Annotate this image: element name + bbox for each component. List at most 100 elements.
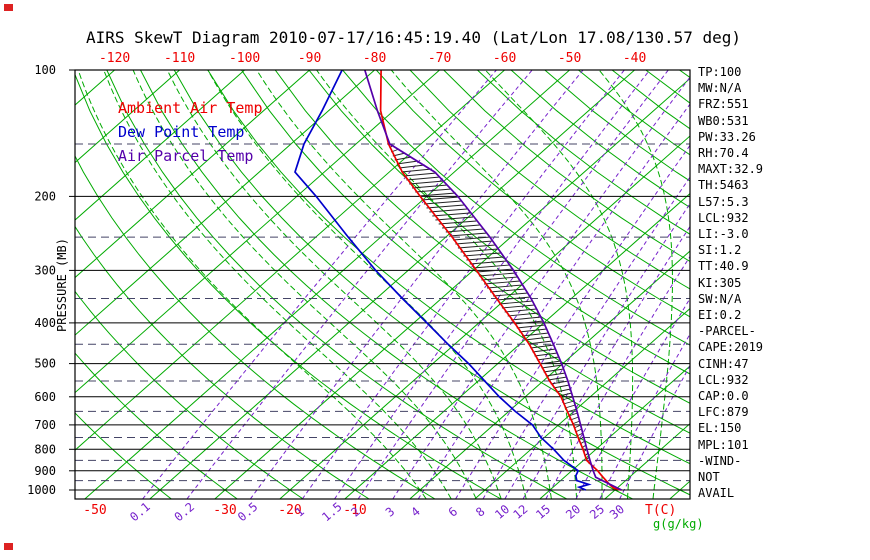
hatch-line: [415, 188, 452, 193]
hatch-line: [499, 300, 533, 305]
stat-line: CAP:0.0: [698, 389, 749, 404]
hatch-line: [435, 216, 474, 221]
curve-ambient-air-temp: [379, 70, 622, 491]
hatch-line: [561, 396, 574, 401]
hatch-line: [534, 352, 558, 357]
hatch-line: [507, 312, 539, 317]
mixing-ratio-line: [249, 70, 584, 499]
pressure-axis-title: PRESSURE (MB): [55, 238, 69, 332]
curve-dew-point-temp: [294, 70, 592, 491]
moist-adiabat-line: [103, 70, 452, 499]
dry-adiabat-line: [477, 70, 690, 235]
plot-frame: [74, 69, 691, 500]
hatch-line: [442, 224, 480, 229]
stat-line: L57:5.3: [698, 194, 749, 209]
top-axis-label: -90: [298, 51, 321, 66]
top-axis-label: -40: [623, 51, 646, 66]
mixing-ratio-label: 0.1: [127, 500, 153, 525]
stat-line: MAXT:32.9: [698, 162, 764, 177]
moist-adiabat-line: [484, 70, 634, 499]
hatch-line: [514, 320, 544, 325]
pressure-tick-label: 500: [34, 357, 56, 371]
stat-line: NOT: [698, 470, 720, 485]
stat-line: TT:40.9: [698, 259, 749, 274]
hatch-line: [543, 368, 564, 373]
mixing-ratio-label: 8: [473, 504, 488, 519]
hatch-line: [460, 248, 499, 253]
moist-adiabat-line: [207, 70, 527, 499]
cape-hatch: [389, 144, 591, 465]
hatch-line: [486, 284, 523, 289]
mixing-ratio-label: 3: [383, 504, 398, 519]
mixing-ratio-label: 25: [587, 502, 607, 522]
mixing-ratio-line: [142, 70, 497, 499]
hatch-line: [556, 388, 571, 393]
top-axis-labels: -120 -110 -100 -90 -80 -70 -60 -50 -40: [99, 51, 646, 66]
hatch-line: [403, 172, 437, 177]
dry-adiabat-line: [75, 412, 172, 499]
isotherm-line: [604, 422, 690, 499]
hatch-line: [396, 160, 419, 165]
hatch-line: [519, 328, 547, 333]
mixing-ratio-line: [455, 144, 690, 499]
hatch-line: [457, 244, 496, 249]
pressure-tick-label: 900: [34, 464, 56, 478]
plot-area: [75, 70, 690, 499]
hatch-line: [463, 252, 501, 257]
hatch-line: [469, 260, 507, 265]
stat-line: WB0:531: [698, 113, 749, 128]
mixing-ratio-label: 0.5: [235, 500, 261, 525]
chart-legend: Ambient Air Temp Dew Point Temp Air Parcel…: [118, 96, 263, 168]
mixing-ratio-label: 15: [533, 502, 553, 522]
bottom-temp-label: -10: [343, 503, 366, 518]
mixing-ratio-line: [357, 70, 669, 499]
stat-line: LI:-3.0: [698, 227, 749, 242]
hatch-line: [455, 240, 494, 245]
isotherm-line: [344, 192, 690, 499]
hatch-line: [530, 344, 555, 349]
stat-line: TH:5463: [698, 178, 749, 193]
corner-mark-bottom: [4, 543, 13, 550]
mixing-ratio-line: [301, 70, 625, 499]
sounding-curves: [294, 70, 622, 491]
bottom-axis-labels: -50 -30 -20 -10 T(C)g(g/kg): [83, 503, 703, 531]
dry-adiabat-line: [342, 70, 690, 346]
stat-line: SI:1.2: [698, 243, 742, 258]
dry-adiabat-line: [241, 70, 690, 434]
isotherm-line: [84, 70, 570, 499]
hatch-line: [423, 200, 462, 205]
moist-adiabat-line: [256, 70, 552, 499]
hatch-line: [521, 332, 549, 337]
hatch-line: [564, 404, 576, 409]
moist-adiabat-line: [77, 70, 427, 499]
stat-line: SW:N/A: [698, 291, 742, 306]
hatch-line: [536, 356, 560, 361]
hatch-line: [412, 184, 448, 189]
isotherm-line: [214, 77, 690, 499]
mixing-ratio-label: 10: [492, 502, 512, 522]
stat-line: PW:33.26: [698, 129, 756, 144]
hatch-line: [559, 392, 573, 397]
bottom-temp-label: -20: [278, 503, 301, 518]
chart-title: AIRS SkewT Diagram 2010-07-17/16:45:19.4…: [86, 28, 742, 47]
pressure-tick-label: 600: [34, 390, 56, 404]
top-axis-label: -50: [558, 51, 581, 66]
mixing-unit-label: g(g/kg): [653, 517, 704, 531]
hatch-line: [466, 256, 504, 261]
mixing-ratio-label: 0.2: [172, 500, 198, 525]
pressure-tick-label: 100: [34, 63, 56, 77]
top-axis-label: -100: [229, 51, 260, 66]
mixing-ratio-line: [417, 103, 690, 499]
hatch-line: [478, 272, 516, 277]
hatch-line: [516, 324, 546, 329]
moist-adiabat-line: [598, 70, 673, 499]
hatch-line: [476, 268, 514, 273]
stat-line: -PARCEL-: [698, 324, 756, 339]
moist-adiabat-line: [166, 70, 502, 499]
isotherm-line: [75, 70, 505, 451]
isotherm-line: [474, 307, 690, 499]
top-axis-label: -120: [99, 51, 130, 66]
